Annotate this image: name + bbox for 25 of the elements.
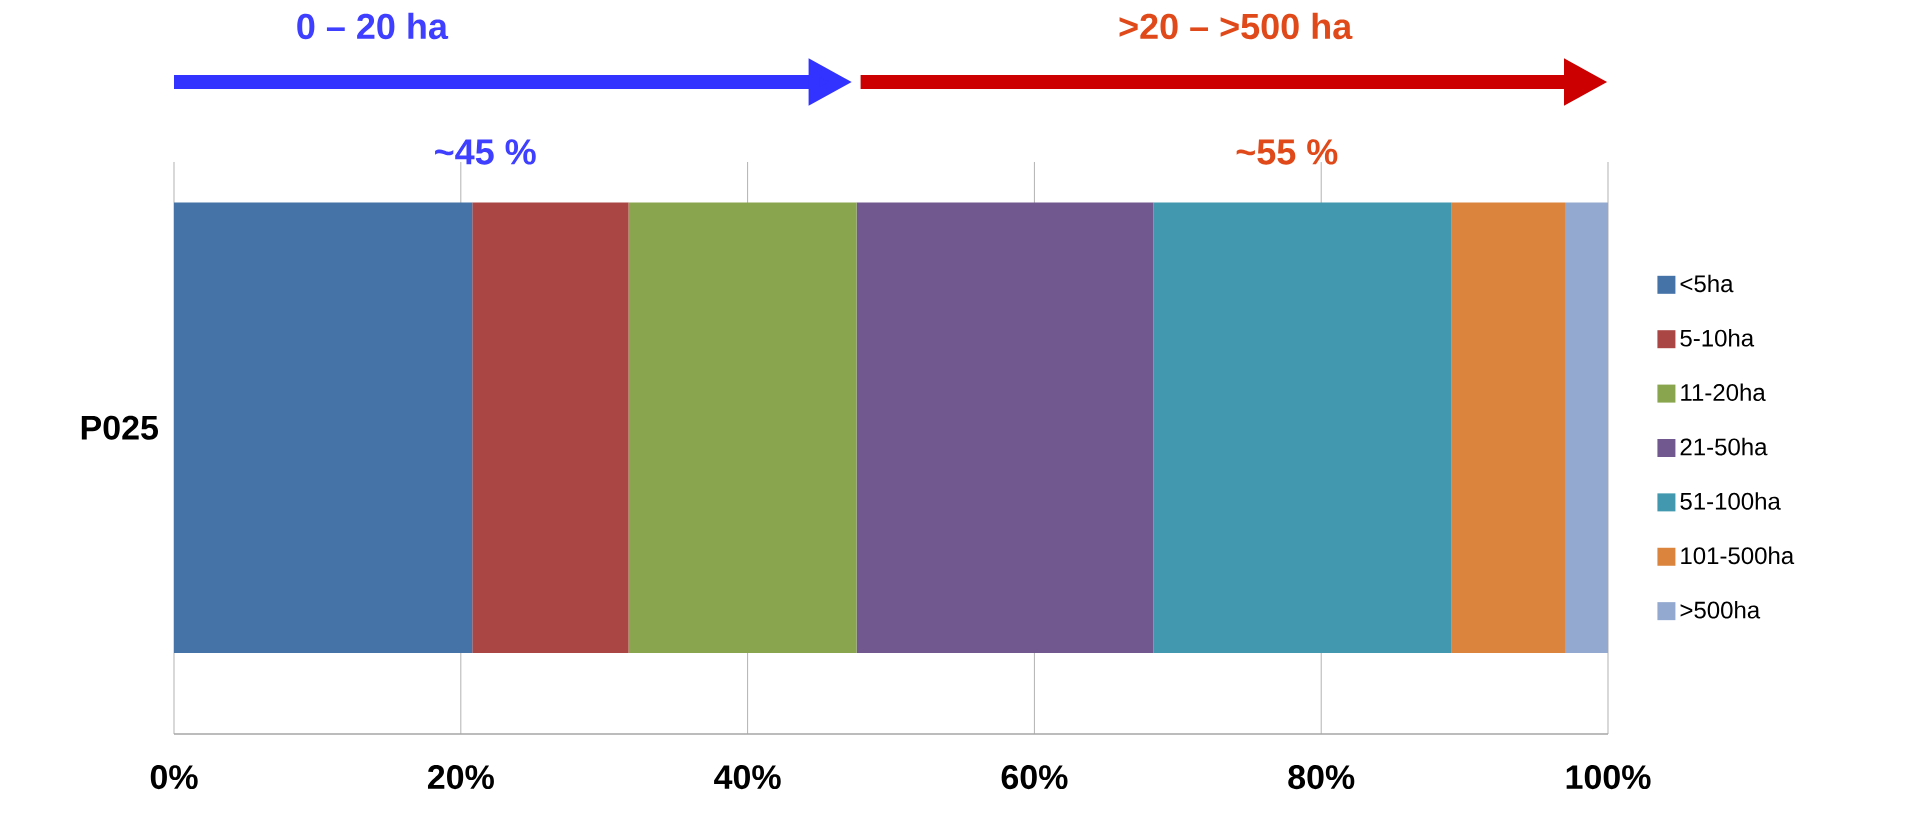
legend-label: 5-10ha (1680, 329, 1755, 347)
text: ~45 % (435, 139, 536, 165)
x-tick-label: 0% (150, 765, 198, 790)
text: 0 – 20 ha (297, 12, 449, 40)
text: >20 – >500 ha (1119, 12, 1353, 40)
legend-label: >500ha (1680, 600, 1761, 619)
legend-label: 101-500ha (1681, 546, 1795, 565)
bar (856, 202, 1154, 653)
bar (1153, 202, 1452, 653)
y-tick-label: P025 (81, 415, 158, 440)
bar (472, 202, 629, 653)
bar (628, 202, 857, 653)
x-tick-label: 60% (1001, 765, 1068, 790)
bar (174, 202, 473, 653)
x-tick-label: 40% (714, 765, 781, 790)
legend-label: 51-100ha (1680, 492, 1781, 510)
bar (1451, 202, 1565, 653)
legend-label: <5ha (1680, 274, 1734, 293)
legend-label: 11-20ha (1681, 383, 1766, 402)
text: ~55 % (1236, 139, 1338, 165)
legend-label: 21-50ha (1680, 437, 1768, 456)
bar (1564, 202, 1609, 653)
x-tick-label: 80% (1288, 765, 1355, 790)
x-tick-label: 100% (1566, 765, 1651, 790)
x-tick-label: 20% (427, 765, 494, 790)
